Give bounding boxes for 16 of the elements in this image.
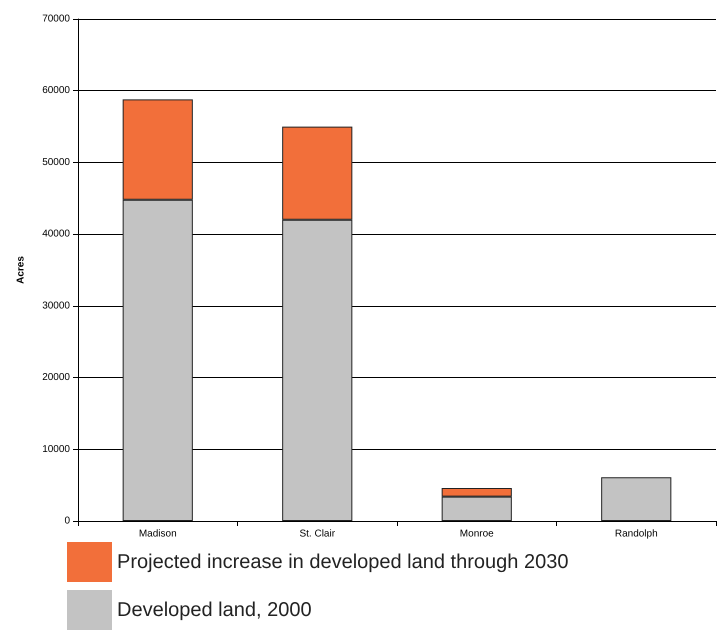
y-tick-label: 50000 (42, 156, 70, 168)
y-tick-label: 70000 (42, 14, 70, 24)
x-tick-label: St. Clair (299, 528, 336, 540)
y-tick-label: 30000 (42, 300, 70, 312)
y-axis-title: Acres (16, 256, 26, 284)
y-tick-label: 20000 (42, 372, 70, 384)
legend-label: Projected increase in developed land through 2030 (117, 551, 568, 573)
y-tick-label: 10000 (42, 444, 70, 455)
y-tick-label: 0 (64, 516, 70, 526)
bar (601, 477, 672, 521)
y-tick-label: 40000 (42, 228, 70, 240)
x-tick-label: Monroe (460, 528, 494, 540)
x-tick-label: Randolph (614, 528, 658, 540)
x-tick-label: Madison (138, 528, 177, 540)
legend-label: Developed land, 2000 (117, 599, 312, 621)
y-tick-label: 60000 (42, 85, 70, 96)
